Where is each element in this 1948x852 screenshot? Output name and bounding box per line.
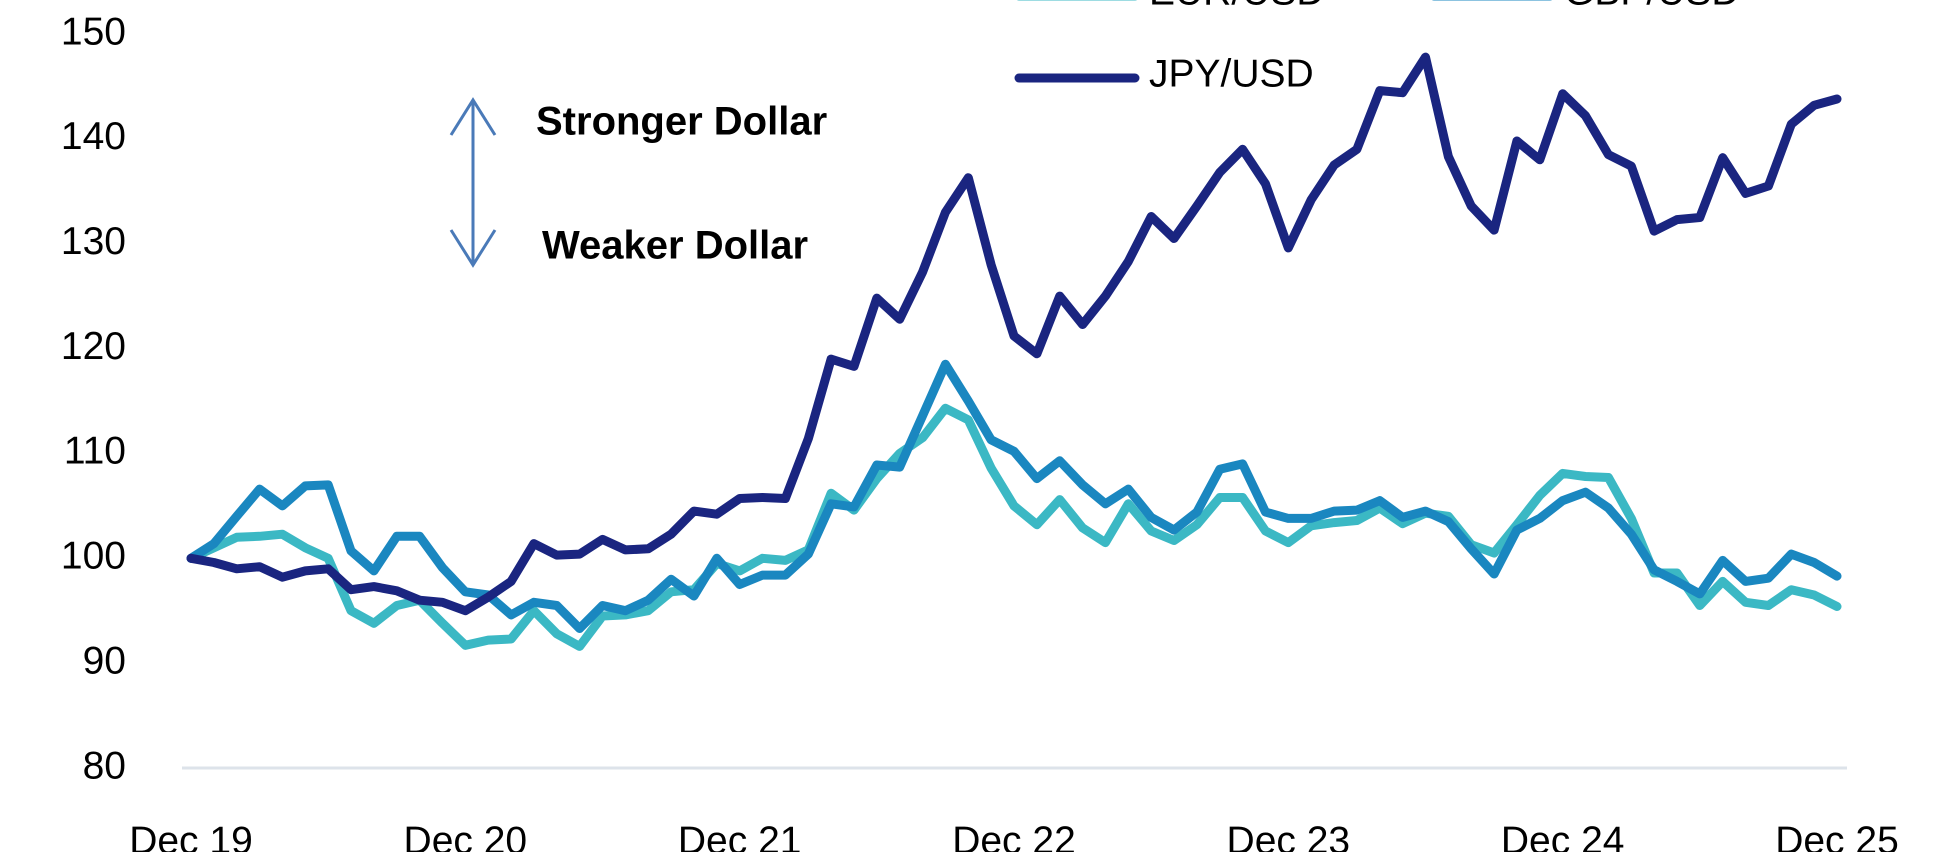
legend-label: EUR/USD bbox=[1149, 0, 1325, 13]
y-tick-label: 150 bbox=[61, 10, 126, 53]
x-tick-label: Dec 19 bbox=[129, 819, 253, 852]
y-tick-label: 140 bbox=[61, 115, 126, 158]
legend-label: GBP/USD bbox=[1564, 0, 1740, 13]
x-tick-label: Dec 23 bbox=[1227, 819, 1351, 852]
y-tick-label: 130 bbox=[61, 220, 126, 263]
annotation: Weaker Dollar bbox=[542, 224, 808, 268]
y-tick-label: 80 bbox=[83, 744, 126, 787]
y-tick-label: 120 bbox=[61, 325, 126, 368]
x-tick-label: Dec 21 bbox=[678, 819, 802, 852]
x-tick-label: Dec 20 bbox=[404, 819, 528, 852]
y-tick-label: 110 bbox=[64, 430, 126, 473]
x-tick-label: Dec 22 bbox=[952, 819, 1076, 852]
series-line bbox=[186, 52, 1842, 616]
x-tick-label: Dec 24 bbox=[1501, 819, 1625, 852]
y-tick-label: 100 bbox=[61, 535, 126, 578]
series-line bbox=[186, 359, 1842, 633]
legend-label: JPY/USD bbox=[1149, 52, 1314, 95]
series-line bbox=[186, 403, 1842, 651]
annotation-arrow bbox=[449, 97, 497, 268]
x-tick-label: Dec 25 bbox=[1775, 819, 1899, 852]
y-tick-label: 90 bbox=[83, 639, 126, 682]
annotation: Stronger Dollar bbox=[536, 100, 827, 144]
